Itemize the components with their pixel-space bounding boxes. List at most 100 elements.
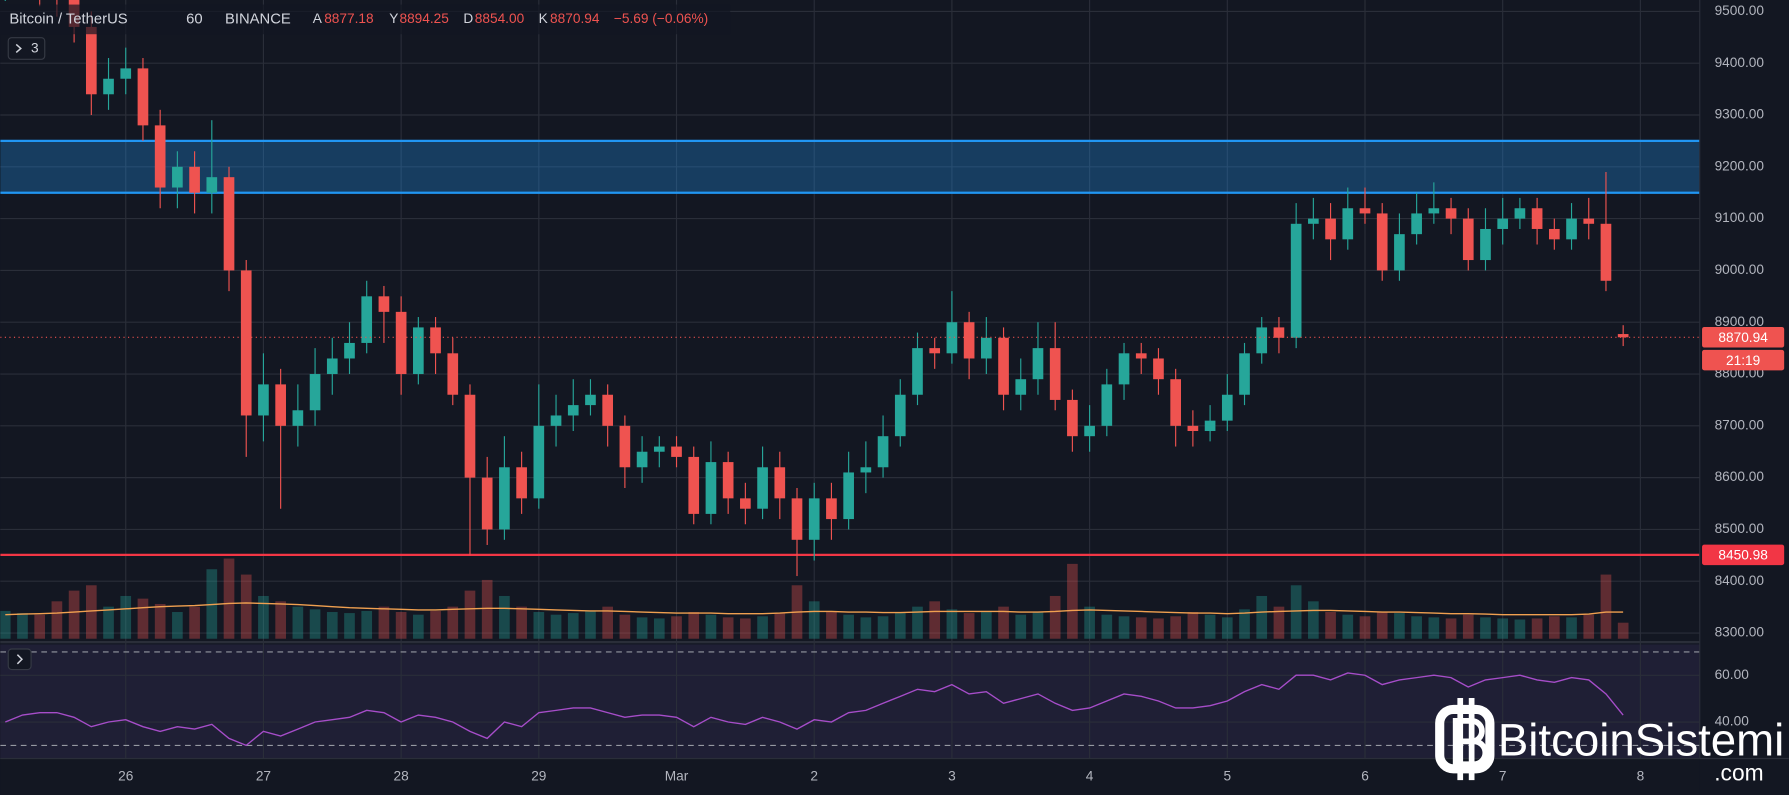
volume-ma (5, 602, 1624, 616)
volume-bar (1308, 601, 1319, 639)
interval[interactable]: 60 (186, 11, 202, 27)
volume-bar (1290, 585, 1302, 639)
volume-bar (1428, 617, 1440, 639)
volume-bar (1359, 616, 1371, 639)
candle-body (602, 394, 614, 426)
candle-body (1032, 348, 1044, 380)
volume-bar (636, 617, 648, 639)
volume-bar (1583, 614, 1595, 639)
candle-body (1015, 379, 1027, 395)
rsi-toggle[interactable] (7, 648, 32, 671)
volume-bar (481, 579, 493, 639)
candle-body (877, 436, 889, 468)
y-tick-label: 8900.00 (1715, 314, 1765, 329)
y-tick-label: 8700.00 (1715, 417, 1765, 432)
candle-body (137, 68, 149, 126)
volume-bar (413, 614, 424, 639)
candle-body (1462, 218, 1474, 261)
candle-body (1600, 223, 1612, 281)
candle-body (1514, 208, 1526, 219)
candle-body (1531, 208, 1543, 229)
volume-bar (1170, 616, 1182, 639)
candle-body (223, 177, 235, 271)
volume-bar (1566, 617, 1577, 639)
change: −5.69 (−0.06%) (614, 11, 708, 26)
y-tick-label: 9400.00 (1715, 55, 1765, 70)
candle-body (1118, 353, 1130, 385)
volume-bar (258, 595, 269, 639)
y-tick-label: 9100.00 (1715, 210, 1765, 225)
candle-body (963, 322, 975, 359)
volume-bar (172, 612, 183, 639)
candle-body (430, 327, 441, 354)
chevron-icon (16, 654, 23, 665)
candle-body (1204, 420, 1216, 432)
y-tick-label: 9300.00 (1715, 107, 1765, 122)
volume-bar (516, 606, 527, 639)
volume-bar (877, 616, 889, 639)
volume-bar (430, 610, 441, 639)
volume-bar (1187, 612, 1199, 639)
candle-body (671, 446, 682, 457)
candle-body (1273, 327, 1285, 338)
volume-bar (1342, 614, 1354, 639)
volume-bar (567, 613, 579, 639)
indicators-toggle[interactable] (7, 37, 46, 60)
x-tick-label: 28 (394, 768, 410, 783)
volume-bar (1531, 618, 1543, 639)
ohlc-value: 8854.00 (475, 11, 525, 26)
ohlc-label: Y (389, 11, 398, 26)
candle-body (85, 26, 97, 95)
candle-body (653, 446, 665, 452)
candle-body (791, 498, 803, 540)
volume-bar (585, 610, 596, 639)
candle-body (550, 415, 562, 426)
volume-bar (912, 606, 923, 639)
candle-body (1566, 218, 1577, 240)
volume-bar (1548, 616, 1560, 639)
candle-body (1497, 218, 1509, 229)
candle-body (1617, 334, 1629, 338)
candle-body (860, 467, 872, 473)
header-bg (0, 4, 731, 35)
volume-bar (980, 610, 992, 639)
candle-body (1290, 223, 1302, 338)
volume-bar (223, 558, 235, 639)
volume-bar (1376, 612, 1388, 639)
volume-bar (757, 616, 768, 639)
volume-bar (361, 610, 373, 639)
candle-body (774, 467, 786, 499)
volume-bar (378, 606, 390, 639)
rsi-pane (0, 644, 1700, 759)
volume-bar (1049, 595, 1061, 639)
volume-bar (929, 601, 941, 639)
volume-bar (740, 618, 751, 639)
volume-bar (326, 612, 338, 639)
candle-body (378, 296, 390, 312)
x-tick-label: 27 (256, 768, 271, 783)
x-tick-label: 2 (810, 768, 818, 783)
x-tick-label: 29 (531, 768, 546, 783)
rsi-tick-label: 40.00 (1715, 714, 1750, 729)
candle-body (1256, 327, 1268, 354)
volume-bar (1514, 619, 1526, 639)
candle-body (722, 462, 734, 499)
volume-bar (103, 606, 114, 639)
candle-body (120, 68, 132, 79)
candle-body (275, 384, 286, 426)
volume-bar (1135, 617, 1147, 639)
volume-bar (619, 614, 631, 639)
volume-bar (705, 614, 717, 639)
volume-bar (1067, 563, 1078, 639)
volume-bar (120, 595, 132, 639)
volume-bar (85, 585, 97, 639)
candle-body (1445, 208, 1457, 219)
volume-bar (963, 613, 975, 639)
candle-body (413, 327, 424, 375)
price-badge (1702, 327, 1785, 348)
volume-bar (843, 614, 854, 639)
y-tick-label: 8300.00 (1715, 625, 1765, 640)
ohlc-label: K (539, 11, 548, 26)
candle-body (361, 296, 373, 343)
